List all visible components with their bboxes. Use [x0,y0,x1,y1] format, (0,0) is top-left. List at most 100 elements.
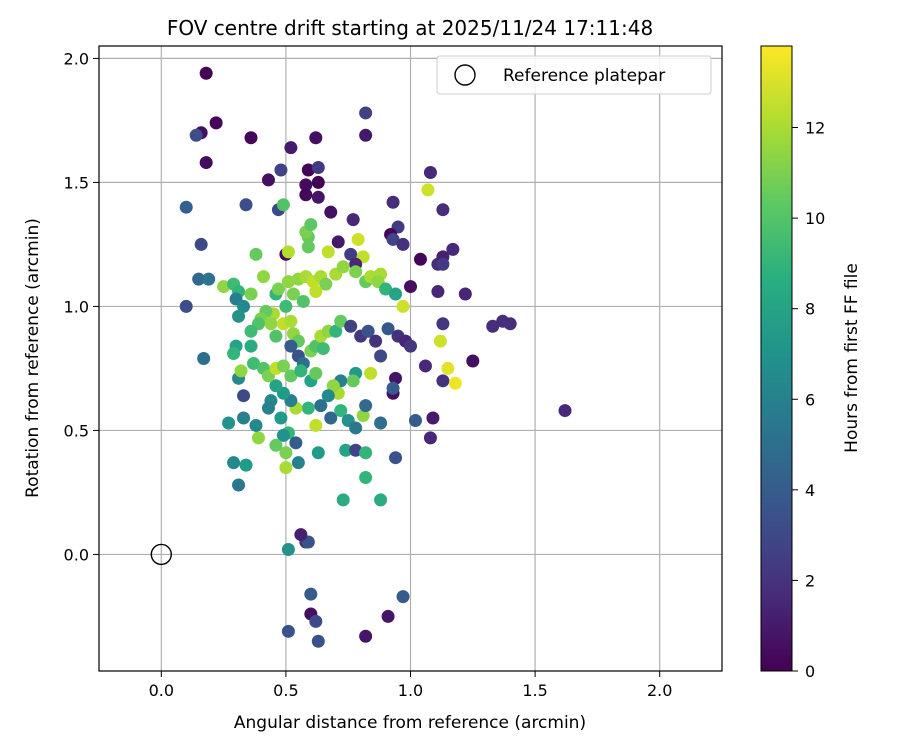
data-point-113 [361,324,375,338]
data-point-17 [311,190,325,204]
data-point-22 [324,205,338,219]
data-point-69 [319,277,333,291]
data-point-44 [386,232,400,246]
data-point-84 [286,287,300,301]
data-point-170 [426,411,440,425]
data-point-83 [309,285,323,299]
data-point-172 [374,416,388,430]
y-tick-label-2: 1.0 [64,297,89,316]
colorbar-tick-label-1: 2 [805,571,815,590]
data-point-158 [269,438,283,452]
data-point-71 [336,260,350,274]
data-point-93 [244,324,258,338]
data-point-167 [374,493,388,507]
data-point-21 [179,200,193,214]
data-point-49 [446,242,460,256]
data-point-6 [359,106,373,120]
data-point-13 [261,173,275,187]
data-point-190 [309,366,323,380]
data-point-148 [301,401,315,415]
colorbar-tick-label-5: 10 [805,209,825,228]
colorbar-ticks: 0 2 4 6 8 10 12 [792,119,825,681]
colorbar-tick-label-6: 12 [805,119,825,138]
data-point-207 [396,590,410,604]
chart-title: FOV centre drift starting at 2025/11/24 … [167,16,653,40]
data-point-14 [299,178,313,192]
data-point-29 [194,237,208,251]
data-point-79 [396,299,410,313]
x-tick-label-4: 2.0 [647,681,672,700]
data-point-1 [209,116,223,130]
legend: Reference platepar [436,55,712,95]
colorbar-tick-label-0: 0 [805,662,815,681]
x-tick-label-2: 1.0 [398,681,423,700]
data-point-116 [381,322,395,336]
data-point-194 [239,458,253,472]
data-point-10 [274,163,288,177]
data-point-12 [311,161,325,175]
data-point-72 [349,265,363,279]
data-point-165 [359,471,373,485]
data-point-161 [311,446,325,460]
data-point-28 [421,183,435,197]
y-tick-label-3: 1.5 [64,173,89,192]
data-point-50 [436,257,450,271]
data-point-147 [309,418,323,432]
data-point-175 [251,431,265,445]
data-point-5 [309,131,323,145]
data-point-90 [264,317,278,331]
y-axis-ticks: 0.0 0.5 1.0 1.5 2.0 [64,49,99,564]
data-point-61 [256,270,270,284]
data-point-19 [276,198,290,212]
data-point-162 [339,443,353,457]
data-point-92 [232,309,246,323]
data-point-36 [304,218,318,232]
data-point-193 [227,456,241,470]
data-point-177 [237,411,251,425]
data-point-78 [389,287,403,301]
data-point-54 [179,299,193,313]
data-point-166 [336,493,350,507]
data-point-200 [304,587,318,601]
data-point-60 [244,287,258,301]
data-point-59 [237,299,251,313]
data-point-120 [433,334,447,348]
data-point-7 [359,128,373,142]
x-tick-label-1: 0.5 [273,681,298,700]
data-point-95 [227,347,241,361]
data-point-129 [558,404,572,418]
data-point-108 [316,342,330,356]
data-point-171 [423,431,437,445]
data-point-23 [346,213,360,227]
data-point-64 [281,275,295,289]
data-point-0 [199,66,213,80]
data-point-154 [261,401,275,415]
data-point-115 [374,349,388,363]
data-point-202 [309,614,323,628]
x-axis-label: Angular distance from reference (arcmin) [234,713,586,733]
data-point-181 [234,364,248,378]
y-tick-label-0: 0.0 [64,545,89,564]
data-point-187 [284,369,298,383]
data-point-204 [311,634,325,648]
data-point-178 [222,416,236,430]
data-point-121 [418,359,432,373]
data-point-96 [269,329,283,343]
y-tick-label-1: 0.5 [64,421,89,440]
legend-reference-marker [454,64,476,86]
data-point-20 [239,198,253,212]
data-point-132 [386,381,400,395]
data-point-157 [276,428,290,442]
data-point-180 [237,389,251,403]
data-point-16 [299,188,313,202]
data-point-53 [202,272,216,286]
data-point-119 [404,339,417,353]
data-point-146 [359,399,373,413]
data-point-155 [274,411,288,425]
data-point-206 [381,609,395,623]
reference-platepar-marker [150,543,173,566]
colorbar-label: Hours from first FF file [842,263,862,453]
data-point-52 [192,272,206,286]
data-point-164 [359,446,373,460]
